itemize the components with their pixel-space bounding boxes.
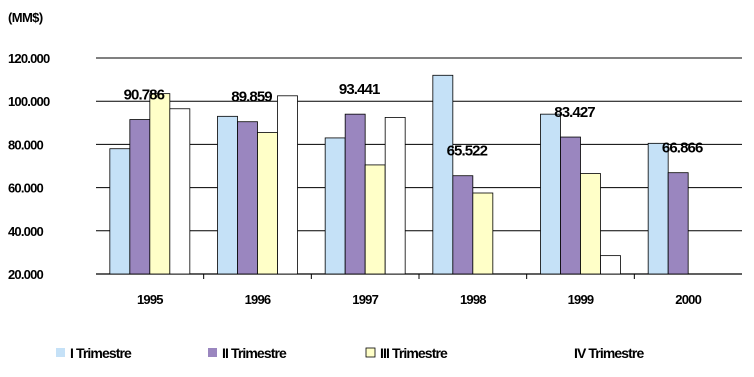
bar-1999-s1 [540, 113, 561, 275]
y-tick-label-5: 120.000 [8, 51, 50, 66]
bar-1997-s2 [344, 113, 366, 275]
x-tick-label-1998: 1998 [460, 292, 486, 307]
y-tick-label-1: 40.000 [8, 224, 44, 239]
bar-2000-s1 [647, 142, 669, 275]
bar-1997-s4 [384, 117, 406, 275]
legend-swatch-s4 [560, 348, 569, 357]
bar-1997-s3 [364, 164, 386, 275]
legend-label-s4: IV Trimestre [574, 345, 644, 361]
bar-1999-s3 [580, 173, 601, 275]
bar-1995-s2 [129, 119, 151, 275]
bar-1998-s1 [432, 74, 454, 275]
y-tick-label-3: 80.000 [8, 137, 44, 152]
data-label-1996: 89.859 [231, 89, 272, 106]
bar-1995-s4 [169, 108, 191, 275]
data-label-2000: 66.866 [662, 140, 703, 157]
x-tick-label-2000: 2000 [675, 292, 701, 307]
y-tick-label-2: 60.000 [8, 181, 44, 196]
y-tick-label-0: 20.000 [8, 267, 44, 282]
data-label-1998: 65.522 [447, 143, 488, 160]
x-tick-label-1999: 1999 [568, 292, 594, 307]
bar-1999-s2 [560, 136, 581, 275]
bar-1996-s1 [217, 115, 238, 275]
legend-label-s2: II Trimestre [222, 345, 287, 361]
data-label-1999: 83.427 [554, 104, 595, 121]
legend-swatch-s3 [365, 347, 376, 358]
unit-label: (MM$) [8, 10, 43, 25]
bar-1996-s3 [257, 132, 278, 275]
bar-1998-s2 [452, 175, 474, 275]
bar-1996-s4 [277, 95, 298, 275]
bar-1999-s4 [600, 255, 621, 275]
legend-label-s1: I Trimestre [70, 345, 132, 361]
x-tick-label-1997: 1997 [352, 292, 378, 307]
bar-1995-s3 [149, 93, 171, 275]
x-tick-label-1995: 1995 [137, 292, 163, 307]
legend-swatch-s2 [208, 348, 217, 357]
bar-1998-s3 [472, 192, 494, 275]
bar-1996-s2 [237, 121, 258, 275]
data-label-1997: 93.441 [339, 81, 380, 98]
legend-label-s3: III Trimestre [380, 345, 448, 361]
y-tick-label-4: 100.000 [8, 94, 50, 109]
data-label-1995: 90.786 [124, 87, 165, 104]
bar-1997-s1 [324, 137, 346, 275]
legend-swatch-s1 [56, 348, 65, 357]
x-tick-label-1996: 1996 [245, 292, 271, 307]
bar-2000-s2 [667, 172, 689, 275]
bar-1995-s1 [109, 148, 131, 275]
